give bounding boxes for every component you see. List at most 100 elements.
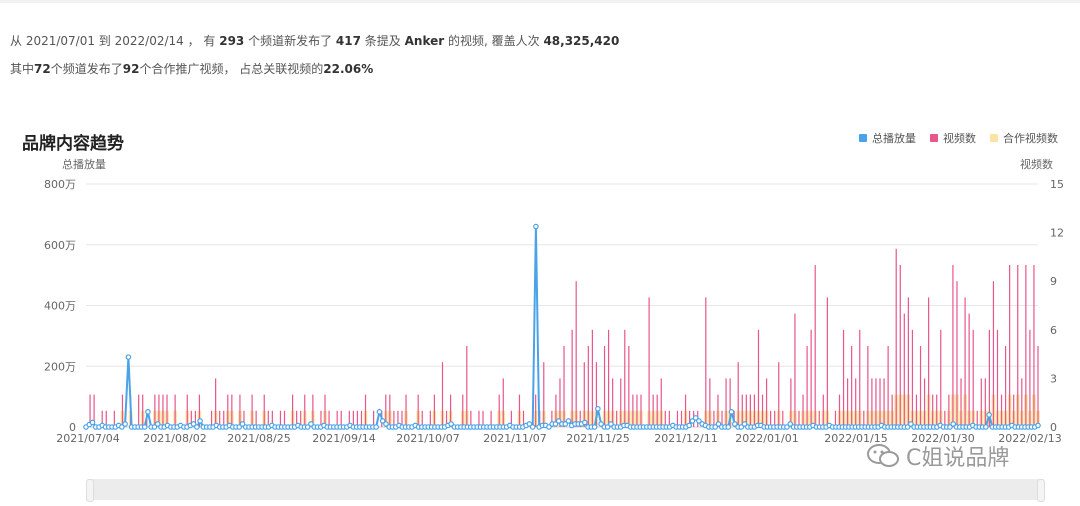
views-point: [546, 424, 552, 430]
views-point: [145, 409, 151, 415]
x-tick-label: 2021/09/14: [312, 432, 375, 445]
views-point: [308, 421, 314, 427]
video-bar: [964, 297, 966, 427]
summary-line-1: 从 2021/07/01 到 2022/02/14 ， 有 293 个频道新发布…: [10, 34, 620, 48]
video-bar: [936, 394, 938, 427]
video-bar: [713, 410, 715, 427]
x-tick-label: 2022/01/30: [911, 432, 974, 445]
video-bar: [607, 329, 610, 427]
video-bar: [818, 410, 820, 427]
video-bar: [717, 394, 719, 427]
video-bar: [429, 410, 431, 427]
video-bar: [194, 410, 196, 427]
views-point: [950, 421, 957, 427]
video-bar: [603, 346, 606, 427]
video-bar: [656, 394, 658, 427]
video-bar: [774, 410, 776, 427]
legend-item-views[interactable]: 总播放量: [859, 130, 916, 146]
views-point: [787, 421, 794, 427]
coop-ratio: 22.06%: [323, 62, 374, 76]
coop-video-count: 92: [122, 62, 140, 76]
video-bar: [1000, 394, 1003, 427]
views-point: [712, 424, 719, 430]
views-point: [692, 415, 699, 421]
video-bar: [267, 410, 269, 427]
legend-label-videos: 视频数: [943, 132, 976, 145]
video-bar: [1029, 329, 1031, 427]
video-bar: [470, 410, 472, 427]
legend-item-videos[interactable]: 视频数: [930, 130, 976, 146]
watermark-text: C姐说品牌: [906, 446, 1010, 471]
video-bar: [1021, 378, 1023, 427]
video-bar: [822, 394, 824, 427]
video-bar: [770, 410, 772, 427]
video-bar: [1017, 265, 1019, 427]
y-left-tick-label: 400万: [44, 300, 76, 313]
video-bar: [401, 410, 403, 427]
video-bar: [227, 394, 229, 427]
views-point: [696, 418, 702, 424]
video-bar: [753, 394, 756, 427]
summary-line-2: 其中72个频道发布了92个合作推广视频， 占总关联视频的22.06%: [10, 62, 374, 76]
views-point: [373, 424, 379, 430]
views-point: [125, 354, 132, 360]
x-tick-label: 2021/11/07: [483, 432, 546, 445]
video-bar: [802, 394, 804, 427]
video-bar: [360, 410, 363, 427]
views-point: [526, 421, 533, 427]
video-bar: [502, 378, 504, 427]
y-left-tick-label: 600万: [44, 239, 76, 252]
video-bar: [628, 346, 630, 427]
video-bar: [826, 297, 828, 427]
video-bar: [336, 410, 338, 427]
video-bar: [899, 265, 901, 427]
zoom-slider[interactable]: [86, 479, 1045, 502]
video-bar: [956, 281, 958, 427]
views-point: [741, 421, 748, 427]
video-bar: [559, 378, 561, 427]
views-point: [239, 421, 246, 427]
views-point: [151, 424, 158, 430]
video-bar: [595, 362, 598, 427]
video-bar: [871, 378, 873, 427]
video-bar: [996, 329, 999, 427]
video-bar: [449, 394, 452, 427]
video-bar: [162, 394, 164, 427]
video-bar: [867, 346, 869, 427]
legend-item-coop[interactable]: 合作视频数: [990, 130, 1058, 146]
video-bar: [223, 410, 225, 427]
views-point: [194, 424, 200, 430]
video-bar: [138, 394, 140, 427]
video-bar: [648, 297, 650, 427]
views-point: [947, 424, 953, 430]
video-bar: [907, 297, 909, 427]
views-point: [731, 421, 738, 427]
y-left-tick-label: 800万: [44, 178, 76, 191]
video-bar: [948, 394, 950, 427]
x-tick-label: 2021/12/11: [654, 432, 717, 445]
legend-swatch-coop: [990, 134, 998, 142]
video-bar: [952, 265, 954, 427]
video-bar: [591, 329, 593, 427]
views-point: [598, 421, 604, 427]
video-bar: [154, 394, 156, 427]
views-point: [591, 424, 598, 430]
video-bar: [765, 378, 768, 427]
zoom-slider-left-handle[interactable]: [86, 479, 94, 502]
views-point: [141, 424, 148, 430]
video-bar: [583, 362, 585, 427]
views-point: [119, 424, 125, 430]
video-bar: [510, 410, 512, 427]
video-bar: [304, 394, 306, 427]
video-bar: [142, 394, 144, 427]
zoom-slider-right-handle[interactable]: [1037, 479, 1045, 502]
video-bar: [551, 410, 553, 427]
video-bar: [928, 297, 930, 427]
video-bar: [466, 346, 468, 427]
video-bar: [482, 410, 484, 427]
video-bar: [749, 394, 751, 427]
views-point: [582, 419, 588, 426]
views-point: [197, 418, 203, 424]
video-bar: [887, 346, 889, 427]
